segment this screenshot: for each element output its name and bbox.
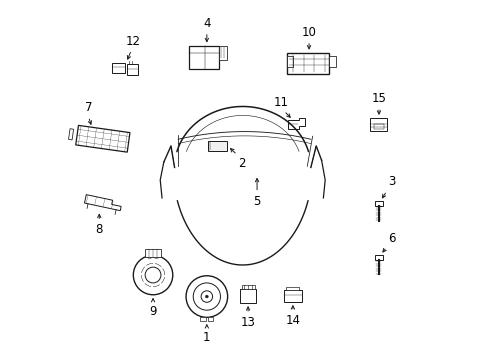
Text: 10: 10: [301, 26, 316, 39]
Bar: [188, 45, 219, 69]
Circle shape: [145, 267, 161, 283]
Bar: [375, 255, 382, 260]
Text: 13: 13: [240, 316, 255, 329]
Circle shape: [133, 255, 172, 295]
Circle shape: [205, 295, 208, 298]
Bar: [126, 64, 137, 75]
Text: 9: 9: [149, 305, 157, 318]
Circle shape: [146, 253, 152, 258]
Bar: [286, 53, 328, 74]
Bar: [207, 317, 213, 321]
Bar: [145, 249, 161, 257]
Circle shape: [185, 276, 227, 318]
Bar: [373, 125, 383, 130]
Bar: [219, 45, 227, 60]
Bar: [240, 289, 255, 303]
Text: 14: 14: [285, 314, 300, 327]
Circle shape: [193, 283, 220, 310]
Text: 12: 12: [125, 35, 140, 48]
Text: 15: 15: [371, 92, 386, 105]
Text: 2: 2: [238, 157, 245, 170]
Polygon shape: [76, 125, 130, 152]
Polygon shape: [84, 195, 121, 211]
Bar: [241, 285, 254, 289]
Text: 4: 4: [203, 17, 210, 30]
Text: 5: 5: [253, 195, 260, 208]
Bar: [375, 201, 382, 206]
Circle shape: [153, 253, 159, 258]
Bar: [200, 317, 206, 321]
Text: 11: 11: [273, 96, 288, 109]
Polygon shape: [287, 118, 305, 129]
Bar: [286, 56, 293, 67]
Bar: [207, 141, 227, 150]
Bar: [284, 291, 301, 302]
Bar: [112, 63, 125, 73]
Text: 3: 3: [387, 175, 395, 188]
Text: 6: 6: [387, 232, 395, 245]
Text: 8: 8: [95, 224, 103, 237]
Circle shape: [201, 291, 212, 302]
Bar: [328, 56, 335, 67]
Bar: [286, 287, 299, 291]
Bar: [369, 118, 386, 131]
Text: 7: 7: [85, 102, 93, 114]
Polygon shape: [68, 129, 73, 140]
Text: 1: 1: [203, 331, 210, 344]
